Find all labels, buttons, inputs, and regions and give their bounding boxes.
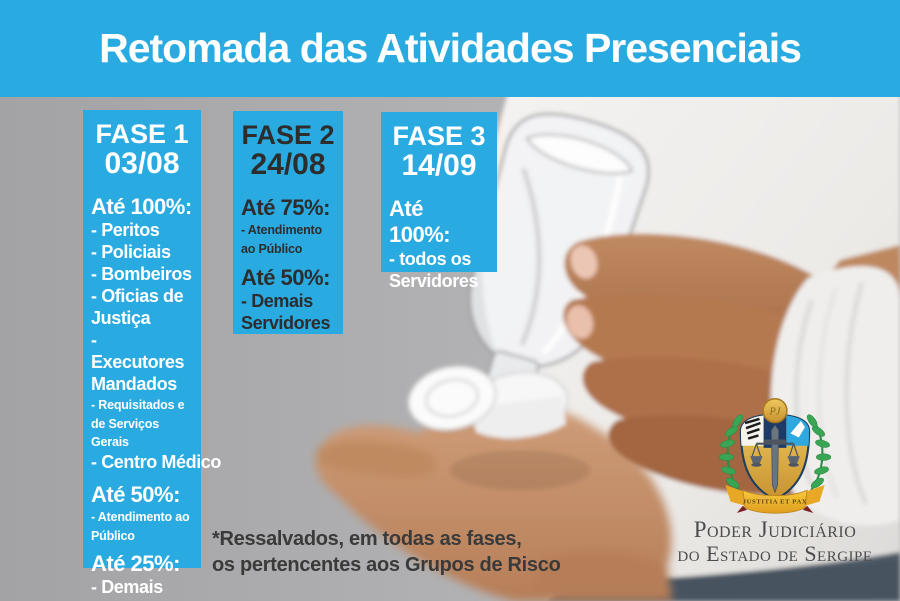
footnote-line2: os pertencentes aos Grupos de Risco	[212, 554, 561, 577]
court-name: Poder Judiciário do Estado de Sergipe	[640, 517, 900, 567]
phase-box-fase1: FASE 1 03/08 Até 100%: - Peritos - Polic…	[83, 110, 222, 601]
section-heading: Até 50%:	[241, 264, 330, 290]
court-name-line2: do Estado de Sergipe	[677, 541, 873, 567]
court-logo: PJ JUSTITIA E	[640, 392, 900, 565]
phase-title: FASE 2	[241, 120, 335, 150]
quadrant-scribe	[740, 414, 764, 446]
fingernail	[570, 245, 598, 279]
list-item: - Demais Servidores	[91, 577, 180, 601]
list-item: - Requisitados e de Serviços Gerais	[91, 397, 185, 450]
list-item: - Executores Mandados	[91, 330, 185, 394]
list-item: - Bombeiros	[91, 264, 192, 285]
phase-title: FASE 1	[95, 119, 189, 149]
section-heading: Até 100%:	[91, 193, 192, 219]
coat-of-arms-icon: PJ JUSTITIA E	[718, 397, 832, 514]
phase-date: 24/08	[250, 148, 326, 182]
phase-date: 03/08	[104, 147, 180, 181]
footnote: *Ressalvados, em todas as fases, os pert…	[212, 526, 561, 579]
list-item: - Policiais	[91, 242, 171, 263]
list-item: - Demais Servidores	[241, 291, 331, 334]
section-heading: Até 25%:	[91, 550, 180, 576]
monogram: PJ	[769, 407, 781, 418]
list-item: - Centro Médico	[91, 452, 222, 473]
list-item: - Atendimento ao Público	[91, 510, 190, 544]
court-name-line1: Poder Judiciário	[693, 517, 857, 542]
phase-box-fase3: FASE 3 14/09 Até 100%: - todos os Servid…	[381, 112, 497, 291]
poster-title: Retomada das Atividades Presenciais	[99, 25, 802, 71]
cap-shadow	[450, 450, 590, 490]
motto-text: JUSTITIA ET PAX	[743, 499, 808, 506]
list-item: - Oficias de Justiça	[91, 286, 184, 329]
phase-date: 14/09	[401, 149, 477, 183]
bottle-flip-cap	[407, 365, 569, 439]
laurel-branches	[718, 414, 832, 491]
section-heading: Até 50%:	[91, 482, 180, 508]
thumb	[316, 440, 436, 478]
list-item: - todos os Servidores	[389, 248, 479, 291]
section-heading: Até 75%:	[241, 194, 330, 220]
footnote-line1: *Ressalvados, em todas as fases,	[212, 528, 522, 550]
fingernail	[566, 305, 594, 339]
list-item: - Peritos	[91, 220, 160, 241]
phase-title: FASE 3	[392, 121, 486, 151]
list-item: - Atendimento ao Público	[241, 223, 322, 256]
title-banner: Retomada das Atividades Presenciais	[0, 0, 900, 97]
sword-and-scales-icon	[750, 424, 800, 494]
monogram-medallion	[762, 397, 788, 424]
wrist	[528, 550, 672, 601]
section-heading: Até 100%:	[389, 195, 451, 248]
phase-box-fase2: FASE 2 24/08 Até 75%: - Atendimento ao P…	[233, 111, 343, 334]
motto-ribbon: JUSTITIA ET PAX	[725, 485, 825, 514]
